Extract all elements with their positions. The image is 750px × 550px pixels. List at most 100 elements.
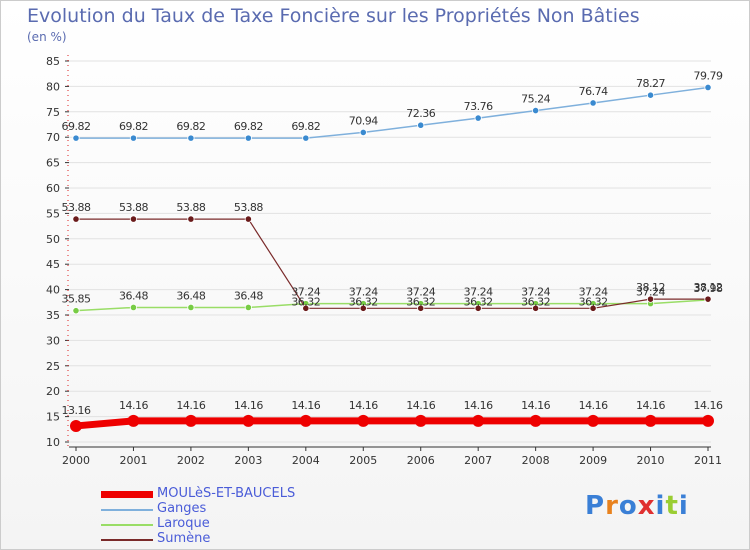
data-point <box>359 128 367 137</box>
data-point <box>72 215 80 223</box>
data-label: 36.32 <box>521 295 550 308</box>
x-tick-label: 2006 <box>407 454 435 467</box>
data-point <box>299 414 312 427</box>
chart-title: Evolution du Taux de Taxe Foncière sur l… <box>27 5 640 27</box>
y-tick-label: 85 <box>46 55 60 68</box>
legend-swatch <box>101 539 153 541</box>
data-label: 70.94 <box>349 114 378 127</box>
data-label: 14.16 <box>521 399 550 412</box>
data-label: 36.32 <box>291 295 320 308</box>
logo-letter: x <box>637 491 656 521</box>
legend-label: Laroque <box>157 516 210 531</box>
data-point <box>474 304 482 312</box>
data-point <box>589 99 597 107</box>
data-label: 37.24 <box>464 286 493 299</box>
data-point <box>302 304 310 312</box>
data-label: 53.88 <box>176 201 205 214</box>
y-tick-label: 65 <box>46 157 60 170</box>
data-label: 14.16 <box>636 399 665 412</box>
data-label: 14.16 <box>464 399 493 412</box>
data-label: 14.16 <box>349 399 378 412</box>
proxiti-logo: Proxiti <box>585 491 689 521</box>
data-point <box>417 121 425 129</box>
legend-label: MOULèS-ET-BAUCELS <box>157 486 296 501</box>
data-label: 37.24 <box>521 286 550 299</box>
data-point <box>187 215 195 223</box>
data-point <box>302 134 310 142</box>
data-label: 69.82 <box>291 120 320 133</box>
data-point <box>184 414 197 427</box>
data-label: 36.48 <box>176 289 205 302</box>
data-point <box>532 106 540 115</box>
series-line <box>75 299 709 312</box>
data-label: 72.36 <box>406 107 435 120</box>
data-point <box>474 114 482 122</box>
y-tick-label: 25 <box>46 360 60 373</box>
data-label: 37.24 <box>406 286 435 299</box>
y-tick-label: 15 <box>46 411 60 424</box>
data-point <box>357 414 370 427</box>
data-point <box>704 295 712 303</box>
data-label: 76.74 <box>579 85 608 98</box>
x-tick-label: 2010 <box>637 454 665 467</box>
data-point <box>646 91 655 99</box>
data-label: 36.32 <box>349 295 378 308</box>
data-point <box>129 134 138 142</box>
data-point <box>646 295 655 303</box>
legend-swatch <box>101 509 153 511</box>
data-label: 14.16 <box>176 399 205 412</box>
y-tick-label: 20 <box>46 385 60 398</box>
y-tick-label: 45 <box>46 258 60 271</box>
data-label: 37.24 <box>291 286 320 299</box>
data-point <box>72 307 80 315</box>
y-tick-label: 55 <box>46 207 60 220</box>
data-point <box>644 414 657 427</box>
logo-letter: t <box>665 491 679 521</box>
legend-swatch <box>101 491 153 498</box>
data-point <box>704 83 712 92</box>
logo-letter: o <box>618 491 638 521</box>
data-label: 53.88 <box>119 201 148 214</box>
data-label: 14.16 <box>694 399 723 412</box>
data-label: 69.82 <box>176 120 205 133</box>
data-label: 69.82 <box>119 120 148 133</box>
data-point <box>187 134 195 142</box>
y-tick-label: 50 <box>46 233 60 246</box>
data-point <box>529 414 542 427</box>
data-point <box>129 303 138 312</box>
legend-label: Ganges <box>157 501 207 516</box>
data-point <box>244 215 252 223</box>
data-label: 69.82 <box>234 120 263 133</box>
data-label: 37.24 <box>349 286 378 299</box>
data-label: 75.24 <box>521 93 550 106</box>
data-point <box>587 414 600 427</box>
y-tick-label: 80 <box>46 80 60 93</box>
data-point <box>472 414 485 427</box>
data-point <box>359 304 367 312</box>
data-point <box>127 414 140 427</box>
data-label: 79.79 <box>694 69 723 82</box>
data-label: 73.76 <box>464 100 493 113</box>
data-label: 14.16 <box>119 399 148 412</box>
x-tick-label: 2007 <box>464 454 492 467</box>
data-point <box>417 304 425 312</box>
data-label: 37.24 <box>636 286 665 299</box>
logo-letter: i <box>655 491 666 521</box>
x-tick-label: 2003 <box>234 454 262 467</box>
data-label: 36.32 <box>464 295 493 308</box>
data-label: 37.24 <box>579 286 608 299</box>
y-unit-label: (en %) <box>27 30 67 44</box>
logo-letter: i <box>678 491 689 521</box>
data-label: 78.27 <box>636 77 665 90</box>
data-label: 14.16 <box>579 399 608 412</box>
series-line <box>75 86 709 139</box>
data-label: 35.85 <box>62 293 91 306</box>
data-point <box>242 414 255 427</box>
data-label: 36.48 <box>119 289 148 302</box>
data-label: 53.88 <box>62 201 91 214</box>
data-label: 13.16 <box>62 404 91 417</box>
data-label: 36.32 <box>579 295 608 308</box>
y-tick-label: 40 <box>46 284 60 297</box>
